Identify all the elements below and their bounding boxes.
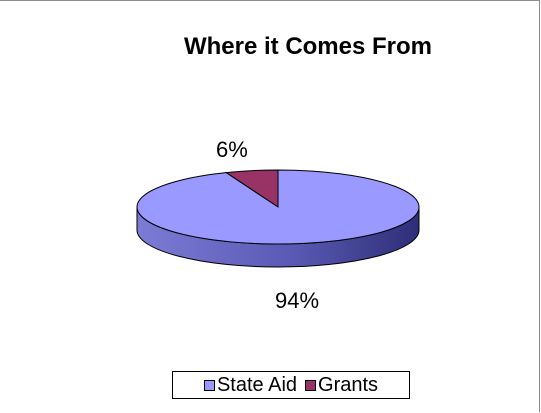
legend: State Aid Grants bbox=[172, 371, 410, 399]
data-label-state-aid: 94% bbox=[275, 288, 320, 313]
legend-label-grants: Grants bbox=[318, 373, 379, 396]
legend-swatch-state-aid bbox=[203, 379, 215, 391]
legend-item-grants: Grants bbox=[305, 374, 378, 397]
legend-swatch-grants bbox=[305, 379, 317, 391]
chart-title: Where it Comes From bbox=[183, 33, 433, 60]
pie-slice-state-aid bbox=[136, 169, 420, 245]
data-label-grants: 6% bbox=[216, 137, 248, 162]
legend-label-state-aid: State Aid bbox=[216, 373, 298, 396]
legend-item-state-aid: State Aid bbox=[203, 373, 298, 397]
